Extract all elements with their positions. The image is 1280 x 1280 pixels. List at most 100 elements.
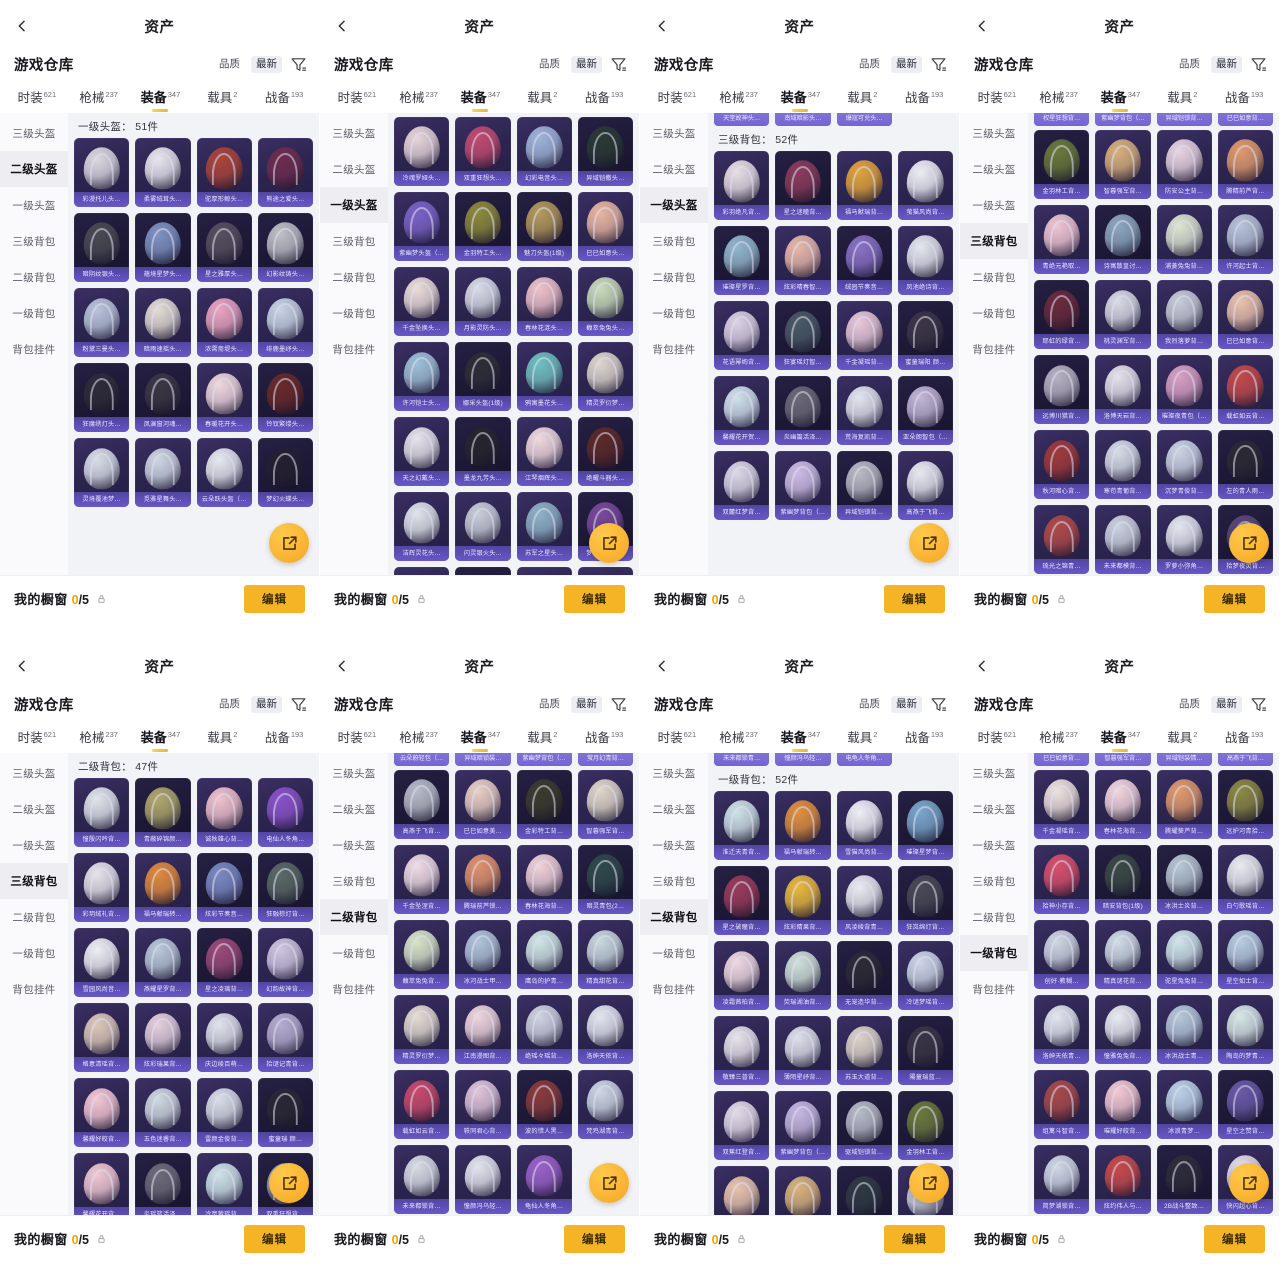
item-card[interactable]: 拾谜记青背… <box>257 1003 313 1073</box>
item-card[interactable]: 铃钗繁缕头… <box>257 363 313 433</box>
item-card[interactable]: 福马献瑞转… <box>135 853 191 923</box>
item-card[interactable]: 墨龙九芳头… <box>455 417 511 487</box>
item-card[interactable]: 载虹如云背… <box>394 1070 450 1140</box>
item-card[interactable]: 绝瑶々瑶背… <box>516 995 572 1065</box>
item-card[interactable]: 琉光之锦青… <box>1034 505 1090 575</box>
item-card[interactable]: 左的青人雨… <box>1217 430 1273 500</box>
item-card[interactable]: 苏军之星头… <box>516 492 572 562</box>
item-card[interactable]: 简梦湖锁背… <box>1034 1145 1090 1215</box>
sidebar-item-三级背包[interactable]: 三级背包 <box>640 223 708 259</box>
item-card[interactable]: 炎幽篇活泽… <box>775 376 831 446</box>
sidebar-item-二级背包[interactable]: 二级背包 <box>0 259 68 295</box>
sidebar-item-三级背包[interactable]: 三级背包 <box>960 863 1028 899</box>
item-card[interactable]: 千金坠涅背… <box>394 845 450 915</box>
item-card[interactable]: 春林花涟头… <box>516 267 572 337</box>
item-card[interactable]: 憧雅兔兔背… <box>1095 995 1151 1065</box>
item-grid-scroll[interactable]: 云朵蔚轻包（… 异域暗锁装… 紫幽梦背包（… 萤月幻青背… 高燕于飞背… 巳巳如意美… 金彩… <box>388 753 639 1215</box>
item-card[interactable]: 闪灵银火头… <box>455 492 511 562</box>
sidebar-item-一级头盔[interactable]: 一级头盔 <box>320 187 388 223</box>
item-card[interactable]: 江琴烟辉头… <box>516 417 572 487</box>
item-card[interactable]: 格意清瑶背… <box>74 1003 130 1073</box>
item-card[interactable]: 蜜童瑞 颜… <box>257 1078 313 1148</box>
external-link-icon[interactable] <box>269 1163 309 1203</box>
sidebar-item-一级头盔[interactable]: 一级头盔 <box>640 187 708 223</box>
sidebar-item-背包挂件[interactable]: 背包挂件 <box>960 331 1028 367</box>
item-card[interactable]: 璀璨星梦背… <box>897 791 953 861</box>
tab-战备[interactable]: 战备193 <box>1213 87 1275 113</box>
item-card[interactable]: 夜影铠甲头… <box>455 567 511 575</box>
item-card[interactable]: 炫彩节奏音… <box>196 853 252 923</box>
item-card[interactable]: 雪猫风尚背… <box>836 791 892 861</box>
item-card[interactable]: 未来都模背… <box>1095 505 1151 575</box>
item-card[interactable]: 耶虹的绿背… <box>1034 280 1090 350</box>
item-card[interactable]: 洛博天岩背… <box>1095 355 1151 425</box>
sidebar-item-一级头盔[interactable]: 一级头盔 <box>960 827 1028 863</box>
item-card[interactable]: 紫幽梦头盔（… <box>394 192 450 262</box>
tab-枪械[interactable]: 枪械237 <box>388 727 450 753</box>
item-card[interactable]: 罗萝小弥角… <box>1156 505 1212 575</box>
item-card[interactable]: 巳巳如意背… <box>1217 280 1273 350</box>
item-card[interactable]: 炫彩晴春智… <box>775 226 831 296</box>
item-card[interactable]: 双麓红梦背… <box>714 451 770 521</box>
sort-quality-button[interactable]: 品质 <box>219 57 240 70</box>
item-card[interactable]: 玄晶守护头… <box>394 567 450 575</box>
sidebar-item-二级头盔[interactable]: 二级头盔 <box>0 151 68 187</box>
tab-装备[interactable]: 装备347 <box>1090 87 1152 113</box>
tab-战备[interactable]: 战备193 <box>893 87 955 113</box>
item-card[interactable]: 我烈落萝背… <box>1156 280 1212 350</box>
tab-枪械[interactable]: 枪械237 <box>68 727 130 753</box>
item-card[interactable]: 天之幻戴头… <box>394 417 450 487</box>
item-card[interactable]: 春暖花开头… <box>196 363 252 433</box>
sidebar-item-二级背包[interactable]: 二级背包 <box>640 259 708 295</box>
tab-时装[interactable]: 时装621 <box>6 87 68 113</box>
item-card[interactable]: 精真甜花背… <box>577 920 633 990</box>
sidebar-item-二级头盔[interactable]: 二级头盔 <box>320 791 388 827</box>
chevron-left-icon[interactable] <box>652 656 672 676</box>
item-card[interactable]: 凤澜窗河魂… <box>135 363 191 433</box>
edit-button[interactable]: 编辑 <box>244 584 305 613</box>
item-card[interactable]: 腾耀葵芦背… <box>1156 770 1212 840</box>
item-card[interactable]: 组篱斗智背… <box>1034 1070 1090 1140</box>
sidebar-item-三级背包[interactable]: 三级背包 <box>0 223 68 259</box>
item-card[interactable]: 敬臻三普背… <box>714 1016 770 1086</box>
item-card[interactable]: 巳巳如意背… <box>714 1166 770 1215</box>
sidebar-item-二级头盔[interactable]: 二级头盔 <box>0 791 68 827</box>
item-card[interactable]: 江南漫图背… <box>455 995 511 1065</box>
sidebar-item-背包挂件[interactable]: 背包挂件 <box>0 331 68 367</box>
item-card[interactable]: 浦菱兔兔背… <box>1156 205 1212 275</box>
item-card[interactable]: 精真谜花背… <box>1095 920 1151 990</box>
item-card[interactable]: 粉黛三曼头… <box>74 288 130 358</box>
item-card[interactable]: 柔雾绒茸头… <box>135 138 191 208</box>
tab-枪械[interactable]: 枪械237 <box>388 87 450 113</box>
sidebar-item-三级头盔[interactable]: 三级头盔 <box>640 755 708 791</box>
item-card[interactable]: 春林花海背… <box>516 845 572 915</box>
item-grid-scroll[interactable]: 未来都锁青… 憧颜冯乌轻… 电龟人冬角… 一级背包： 52件 淮迁天青背… 福马献瑞转… 雪… <box>708 753 959 1215</box>
sidebar-item-三级头盔[interactable]: 三级头盔 <box>640 115 708 151</box>
item-card[interactable]: 冷魂罗娅头… <box>394 117 450 187</box>
tab-装备[interactable]: 装备347 <box>450 727 512 753</box>
tab-载具[interactable]: 载具2 <box>191 727 253 753</box>
sidebar-item-二级背包[interactable]: 二级背包 <box>960 259 1028 295</box>
item-card[interactable]: 驱域铠锁背… <box>836 1091 892 1161</box>
item-card[interactable]: 彩羽绝凡背… <box>714 151 770 221</box>
chevron-left-icon[interactable] <box>972 656 992 676</box>
tab-时装[interactable]: 时装621 <box>966 87 1028 113</box>
item-card[interactable]: 春林花海背… <box>1095 770 1151 840</box>
edit-button[interactable]: 编辑 <box>564 584 625 613</box>
item-card[interactable]: 许河铠士头… <box>394 342 450 412</box>
tab-载具[interactable]: 载具2 <box>511 87 573 113</box>
tab-装备[interactable]: 装备347 <box>450 87 512 113</box>
sort-quality-button[interactable]: 品质 <box>219 697 240 710</box>
item-card[interactable]: 凤池绝诗背… <box>897 226 953 296</box>
item-card[interactable]: 冰洪士炎背… <box>1156 845 1212 915</box>
item-grid-scroll[interactable]: 天堂故神头… 南域暗影头… 爆寇可兑头… 三级背包： 52件 彩羽绝凡背… 星之迷瞳背… 福… <box>708 113 959 575</box>
filter-funnel-icon[interactable] <box>610 696 627 713</box>
sidebar-item-背包挂件[interactable]: 背包挂件 <box>320 971 388 1007</box>
item-card[interactable]: 金羽林工背… <box>1034 130 1090 200</box>
item-card[interactable]: 燕耀星罗背… <box>135 928 191 998</box>
item-card[interactable]: 觅雅星舞头… <box>135 438 191 508</box>
item-card[interactable]: 异域锁筑背… <box>836 1166 892 1215</box>
external-link-icon[interactable] <box>269 523 309 563</box>
item-card[interactable]: 精灵罗衍梦… <box>577 342 633 412</box>
item-card[interactable]: 馥萃兔兔头… <box>577 267 633 337</box>
